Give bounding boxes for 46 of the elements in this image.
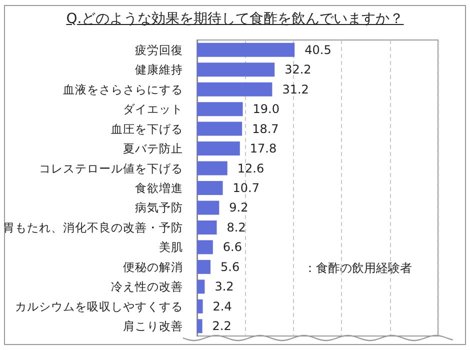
y-tick-label: 疲労回復 [135, 42, 183, 57]
data-label: 10.7 [232, 181, 260, 195]
bar [197, 62, 275, 77]
bar [197, 102, 243, 116]
bar [197, 280, 205, 294]
bar [197, 220, 217, 234]
bar [197, 181, 223, 195]
bar [197, 161, 228, 176]
y-tick-label: ダイエット [123, 102, 183, 116]
bar [197, 319, 202, 334]
y-tick-label: 夏バテ防止 [123, 142, 183, 156]
y-tick-label: 血圧を下げる [111, 122, 183, 136]
data-label: 18.7 [252, 122, 279, 136]
y-tick-label: 健康維持 [135, 62, 183, 77]
data-label: 6.6 [222, 240, 242, 254]
y-tick-label: 食欲増進 [135, 181, 183, 195]
y-tick-label: 病気予防 [135, 200, 183, 215]
y-tick-label: 血液をさらさらにする [63, 82, 183, 96]
data-label: 19.0 [252, 102, 280, 116]
y-tick-label: 便秘の解消 [123, 260, 183, 274]
data-label: 9.2 [229, 200, 248, 215]
bar [197, 240, 213, 254]
bar [197, 260, 210, 274]
y-tick-label: 胃もたれ、消化不良の改善・予防 [3, 220, 183, 234]
data-label: 3.2 [214, 280, 234, 294]
data-label: 40.5 [304, 42, 332, 57]
y-tick-label: 冷え性の改善 [111, 280, 183, 294]
data-label: 32.2 [284, 62, 312, 77]
data-label: 5.6 [220, 260, 240, 274]
chart-title: Q.どのような効果を期待して食酢を飲んでいますか？ [66, 11, 404, 27]
bar [197, 299, 203, 314]
data-label: 31.2 [282, 82, 309, 96]
bar [197, 42, 295, 57]
y-tick-label: 美肌 [159, 240, 183, 254]
data-label: 8.2 [226, 220, 246, 234]
bar [197, 200, 220, 215]
data-label: 2.4 [212, 299, 232, 314]
bar [197, 122, 242, 136]
y-tick-label: コレステロール値を下げる [39, 161, 183, 176]
data-label: 12.6 [237, 161, 264, 176]
y-tick-label: 肩こり改善 [123, 319, 183, 334]
bar [197, 142, 240, 156]
data-label: 17.8 [250, 142, 277, 156]
bar [197, 82, 272, 96]
data-label: 2.2 [212, 319, 232, 334]
y-tick-label: カルシウムを吸収しやすくする [15, 299, 183, 314]
